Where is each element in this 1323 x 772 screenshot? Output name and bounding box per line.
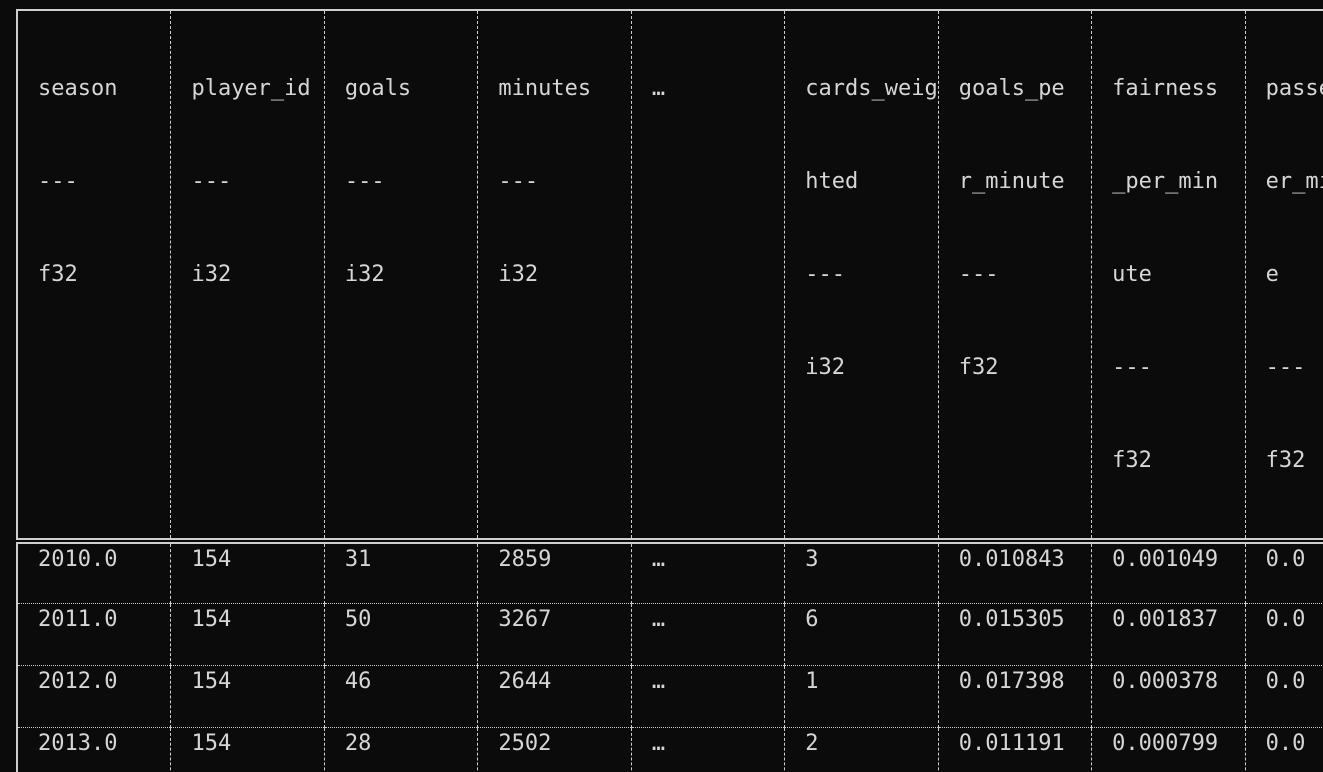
cell-passes-per-minute: 0.0 xyxy=(1244,541,1323,603)
cell-goals-per-minute: 0.015305 xyxy=(937,602,1092,665)
column-header-goals: goals --- i32 xyxy=(323,10,478,544)
cell-passes-per-minute: 0.0 xyxy=(1244,726,1323,772)
cell-season: 2012.0 xyxy=(17,664,171,727)
cell-fairness-per-minute: 0.000378 xyxy=(1091,664,1246,727)
column-header-fairness-per-minute: fairness _per_min ute --- f32 xyxy=(1091,10,1246,544)
cell-player-id: 154 xyxy=(170,726,325,772)
cell-goals-per-minute: 0.017398 xyxy=(937,664,1092,727)
cell-passes-per-minute: 0.0 xyxy=(1244,664,1323,727)
cell-minutes: 2644 xyxy=(477,664,632,727)
cell-goals: 28 xyxy=(323,726,478,772)
cell-season: 2010.0 xyxy=(38,547,118,572)
cell-minutes: 2859 xyxy=(477,541,632,603)
header-row: season --- f32 player_id --- i32 goals -… xyxy=(17,10,1323,544)
column-header-season: season --- f32 xyxy=(17,10,171,544)
cell-goals-per-minute: 0.011191 xyxy=(937,726,1092,772)
dataframe-table: season --- f32 player_id --- i32 goals -… xyxy=(16,9,1323,772)
cell-season: 2013.0 xyxy=(17,726,171,772)
cell-minutes: 3267 xyxy=(477,602,632,665)
cell-goals: 50 xyxy=(323,602,478,665)
column-header-player-id: player_id --- i32 xyxy=(170,10,325,544)
table-row: 2012.0 154 46 2644 … 1 0.017398 0.000378… xyxy=(17,664,1323,727)
cell-cards-weighted: 2 xyxy=(784,726,939,772)
cell-ellipsis: … xyxy=(630,726,785,772)
column-header-cards-weighted: cards_weig hted --- i32 xyxy=(784,10,939,544)
column-header-minutes: minutes --- i32 xyxy=(477,10,632,544)
cell-ellipsis: … xyxy=(630,541,785,603)
column-header-goals-per-minute: goals_pe r_minute --- f32 xyxy=(937,10,1092,544)
cell-cards-weighted: 1 xyxy=(784,664,939,727)
cell-fairness-per-minute: 0.001049 xyxy=(1091,541,1246,603)
cell-player-id: 154 xyxy=(170,602,325,665)
table-row: 2011.0 154 50 3267 … 6 0.015305 0.001837… xyxy=(17,602,1323,665)
cell-goals-per-minute: 0.010843 xyxy=(937,541,1092,603)
table-row: 2010.0 154 31 2859 … 3 0.010843 0.001049… xyxy=(17,541,1323,603)
cell-fairness-per-minute: 0.001837 xyxy=(1091,602,1246,665)
table-body: 2010.0 154 31 2859 … 3 0.010843 0.001049… xyxy=(17,541,1323,772)
cell-player-id: 154 xyxy=(170,541,325,603)
column-header-ellipsis: … xyxy=(630,10,785,544)
cell-cards-weighted: 6 xyxy=(784,602,939,665)
cell-goals: 31 xyxy=(323,541,478,603)
cell-ellipsis: … xyxy=(630,664,785,727)
cell-passes-per-minute: 0.0 xyxy=(1244,602,1323,665)
cell-goals: 46 xyxy=(323,664,478,727)
cell-cards-weighted: 3 xyxy=(784,541,939,603)
cell-ellipsis: … xyxy=(630,602,785,665)
table-row: 2013.0 154 28 2502 … 2 0.011191 0.000799… xyxy=(17,726,1323,772)
cell-minutes: 2502 xyxy=(477,726,632,772)
cell-fairness-per-minute: 0.000799 xyxy=(1091,726,1246,772)
cell-player-id: 154 xyxy=(170,664,325,727)
cell-season: 2011.0 xyxy=(17,602,171,665)
column-header-passes-per-minute: passes_p er_minut e --- f32 xyxy=(1244,10,1323,544)
